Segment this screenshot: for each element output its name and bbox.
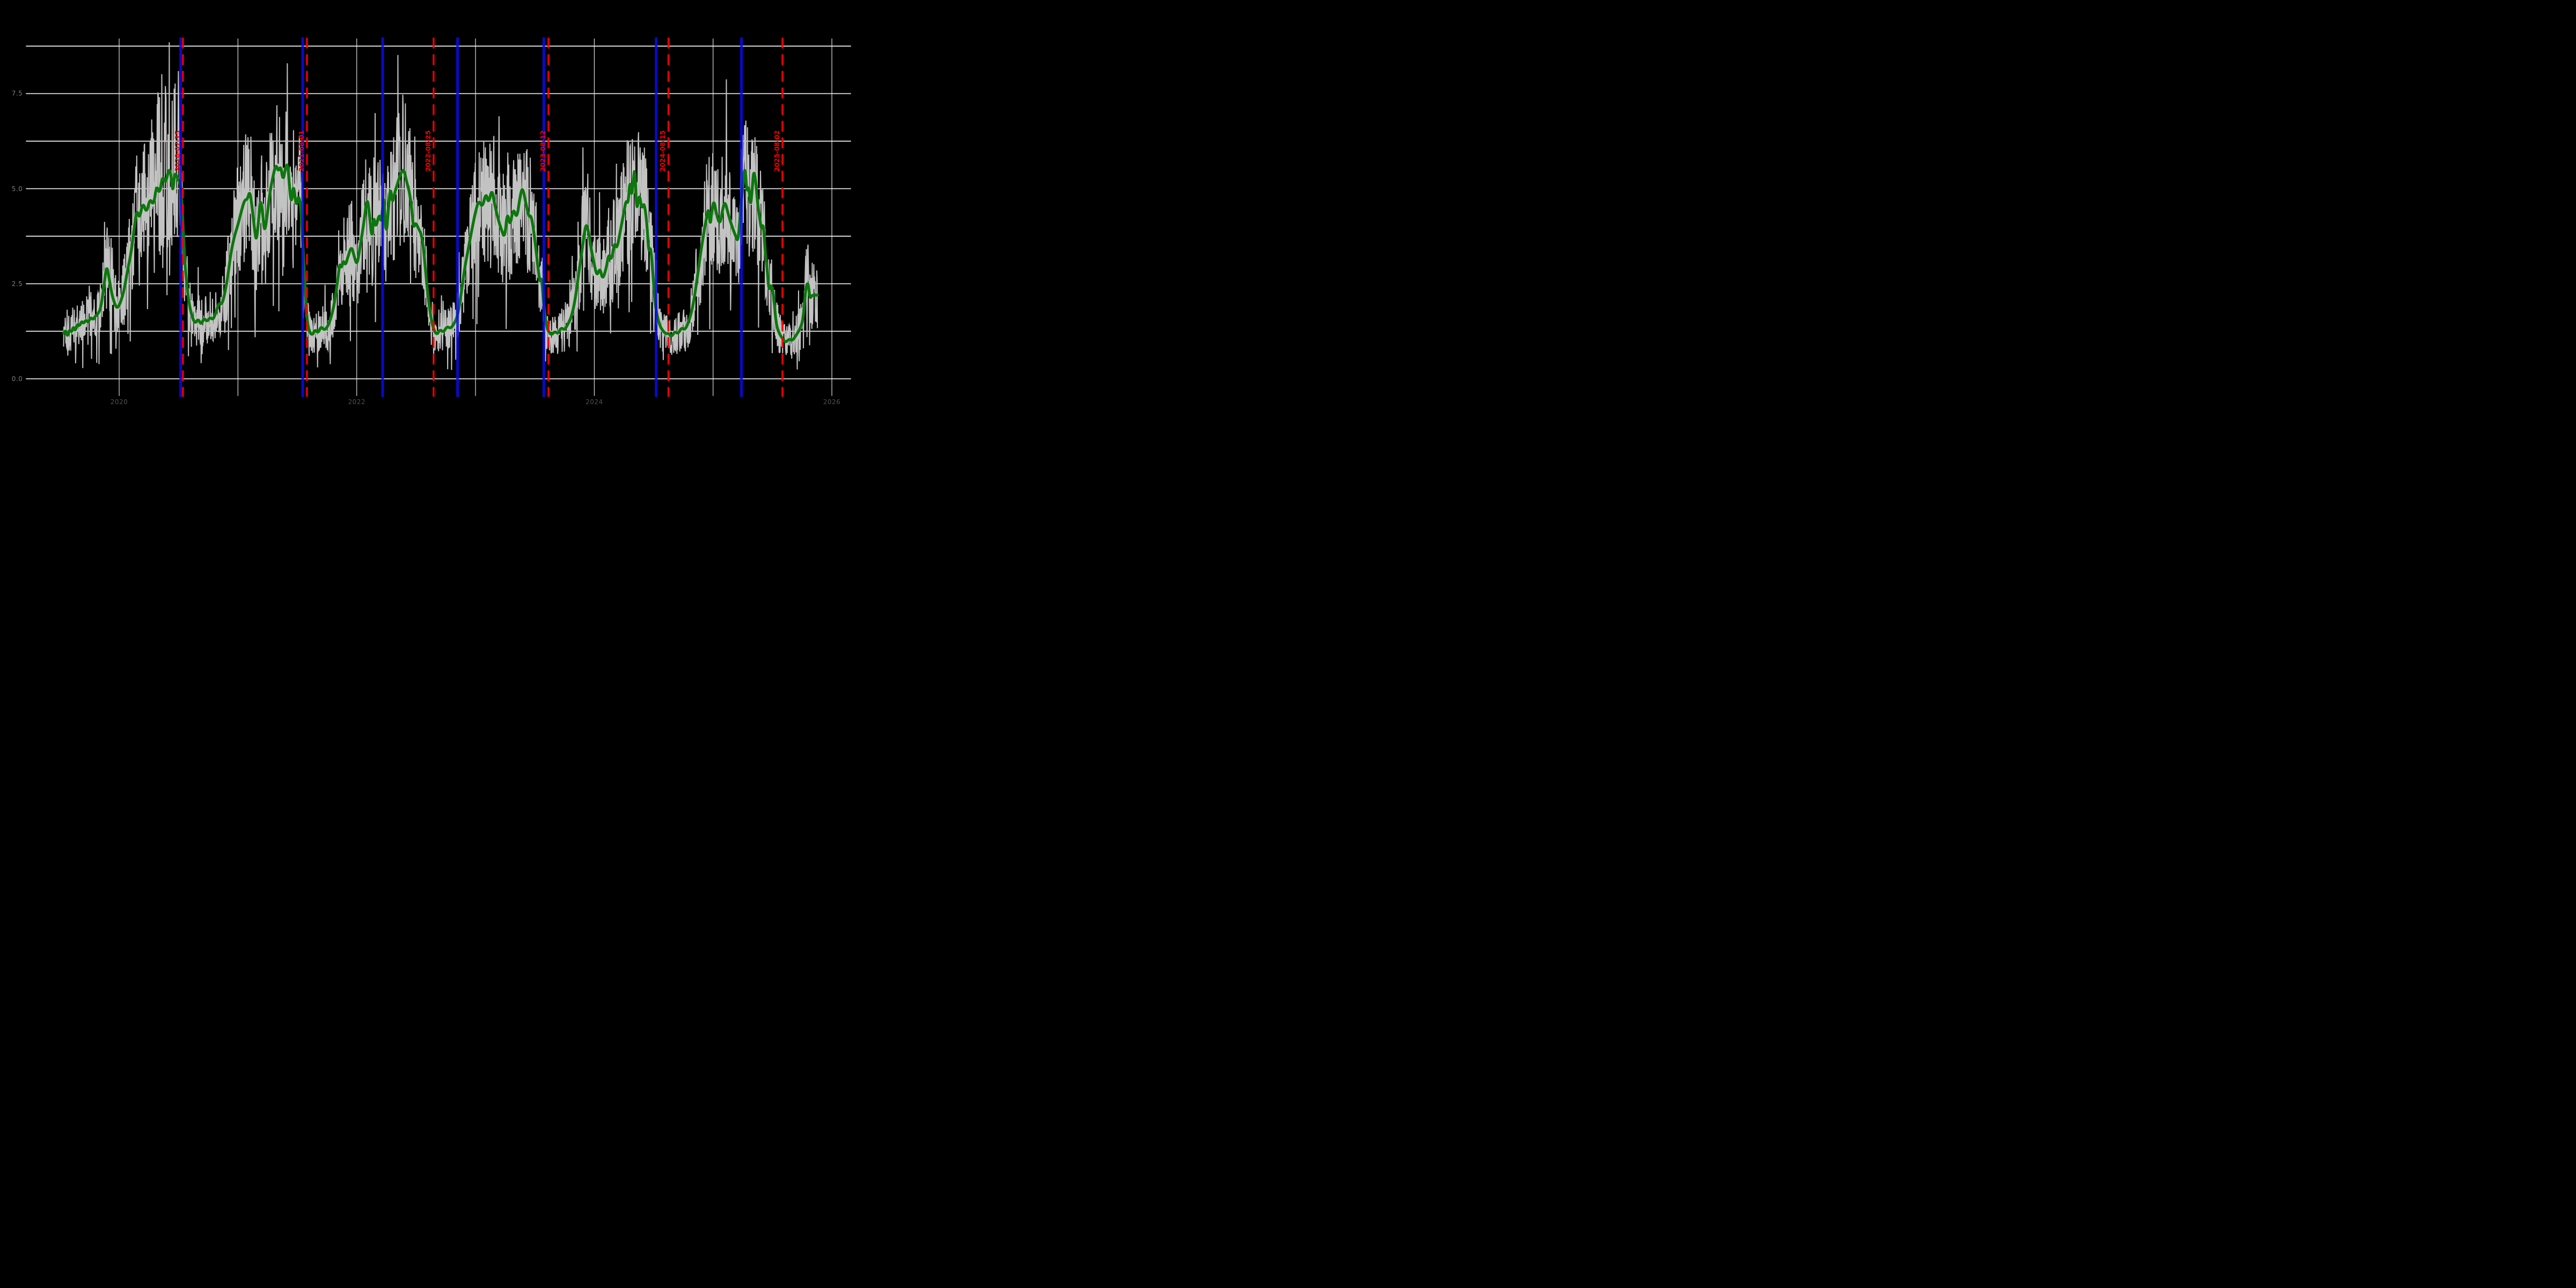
red-event-date-label: 2021-08-01: [297, 130, 305, 172]
series-canvas: [0, 0, 859, 429]
x-axis-tick-label: 2026: [823, 398, 841, 406]
red-event-date-label: 2022-08-25: [423, 130, 432, 172]
red-event-date-label: 2020-07-15: [173, 130, 181, 172]
y-axis-tick-label: 2.5: [11, 280, 23, 288]
y-axis-tick-label: 5.0: [11, 185, 23, 193]
y-axis-tick-label: 7.5: [11, 90, 23, 98]
chart-root: 0.0 2.5 5.0 7.5 2020 2022 2024 2026 2020-07-15 20…: [0, 0, 859, 429]
red-event-date-label: 2025-08-02: [772, 130, 781, 172]
x-axis-tick-label: 2024: [586, 398, 603, 406]
red-event-date-label: 2023-08-12: [538, 130, 547, 172]
x-axis-tick-label: 2022: [348, 398, 365, 406]
red-event-date-label: 2024-08-15: [658, 130, 667, 172]
y-axis-tick-label: 0.0: [11, 375, 23, 383]
x-axis-tick-label: 2020: [110, 398, 128, 406]
